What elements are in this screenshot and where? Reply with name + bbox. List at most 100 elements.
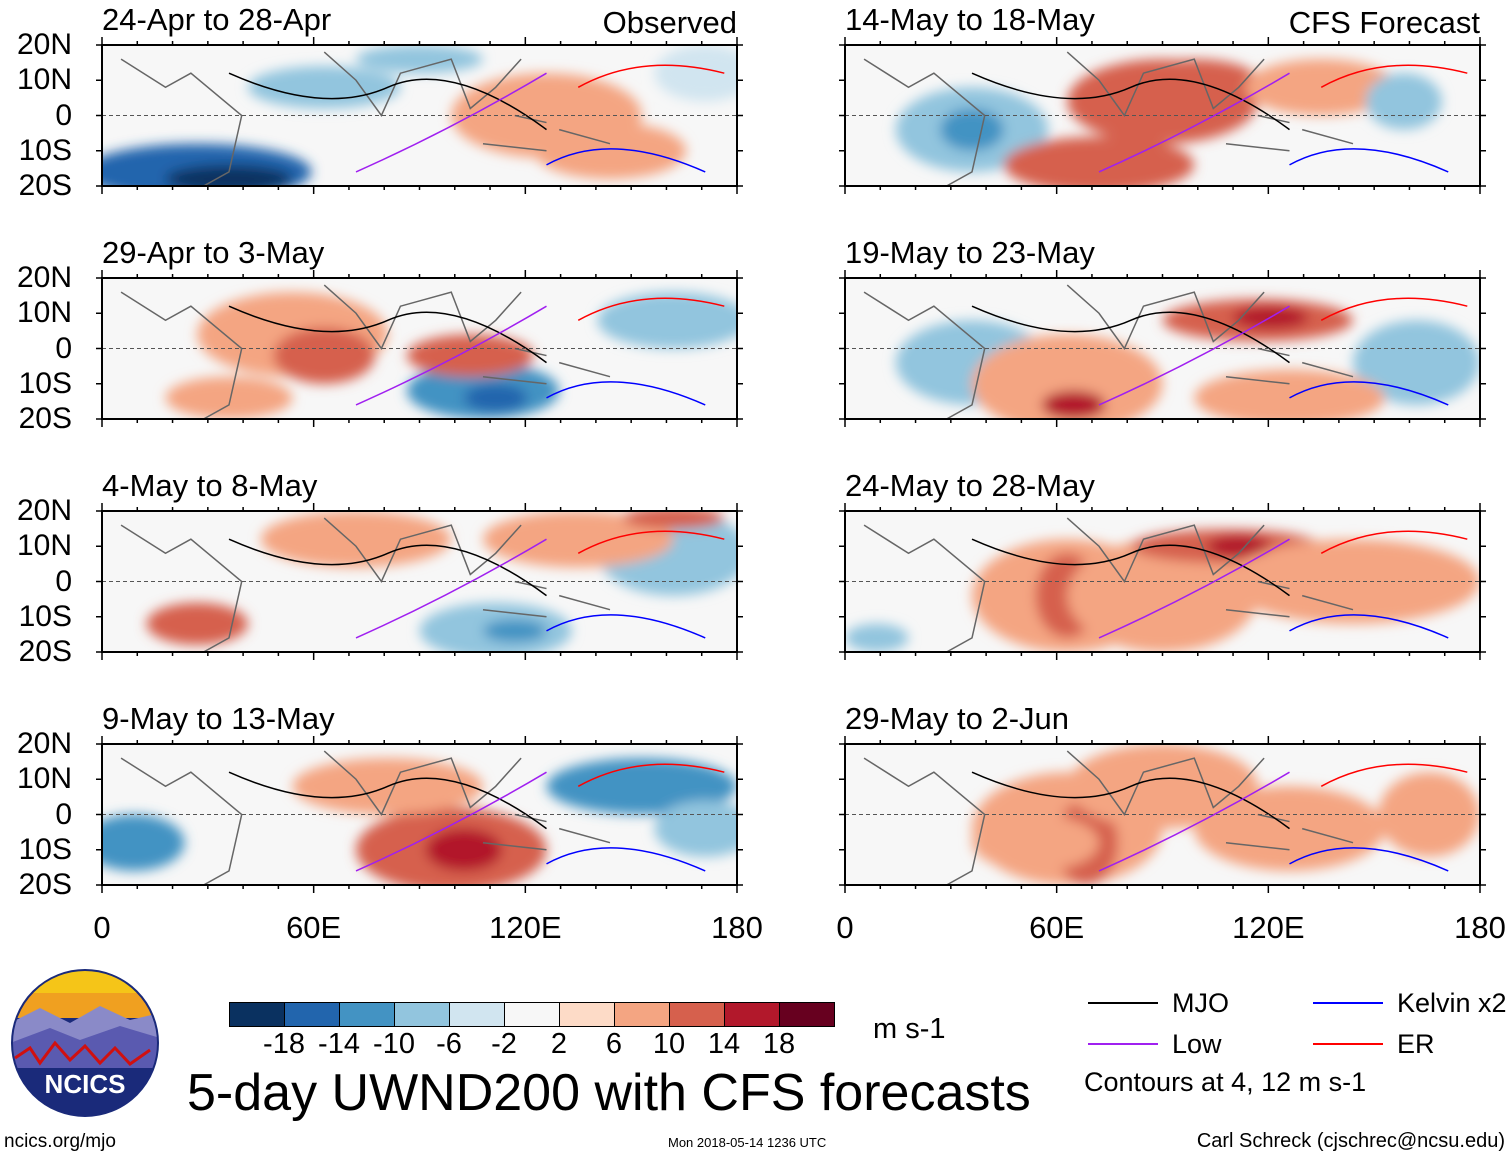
ncics-logo: NCICS <box>11 969 159 1117</box>
colorbar-tick-label: -18 <box>263 1028 305 1060</box>
legend-label: Kelvin x2 <box>1397 988 1507 1018</box>
lat-tick-label: 10S <box>18 133 72 167</box>
mjo-contour <box>971 305 1290 364</box>
coastline-africa <box>863 58 986 186</box>
low-contour <box>355 72 547 173</box>
er-contour <box>577 64 725 88</box>
anomaly-region <box>1041 390 1106 419</box>
colorbar-tick-label: 6 <box>605 1028 623 1060</box>
panel-title: 9-May to 13-May <box>102 701 335 736</box>
coastline-africa <box>120 291 243 419</box>
low-contour <box>355 305 547 406</box>
anomaly-region <box>102 814 185 871</box>
colorbar-tick-label: 2 <box>550 1028 568 1060</box>
anomaly-region <box>273 327 376 384</box>
anomaly-region <box>463 383 528 412</box>
low-contour <box>355 538 547 639</box>
low-contour <box>1098 72 1290 173</box>
anomaly-region <box>654 45 737 102</box>
mjo-contour <box>971 72 1290 131</box>
anomaly-region <box>1003 136 1195 186</box>
panel-title: 29-May to 2-Jun <box>845 701 1069 736</box>
site-url: ncics.org/mjo <box>4 1131 116 1152</box>
panel-title: 24-Apr to 28-Apr <box>102 2 332 37</box>
er-contour <box>1320 763 1468 787</box>
lon-tick-label: 60E <box>1029 910 1085 945</box>
panel-title: 19-May to 23-May <box>845 235 1095 270</box>
colorbar-swatch <box>615 1003 670 1026</box>
colorbar-tick-label: -10 <box>373 1028 415 1060</box>
svg-text:NCICS: NCICS <box>45 1069 126 1099</box>
colorbar-swatch <box>230 1003 285 1026</box>
anomaly-region <box>1353 320 1480 405</box>
kelvin-contour <box>546 148 706 173</box>
coastline-africa <box>120 524 243 652</box>
colorbar-tick-label: 18 <box>762 1028 796 1060</box>
anomaly-region <box>940 108 1004 151</box>
coastline-asia <box>323 750 522 816</box>
colorbar-tick-label: -14 <box>318 1028 360 1060</box>
er-contour <box>577 297 725 321</box>
legend-line <box>1088 1043 1158 1045</box>
colorbar-units: m s-1 <box>873 1013 946 1045</box>
mjo-contour <box>228 771 547 830</box>
low-contour <box>1098 771 1290 872</box>
lon-tick-label: 180 <box>711 910 763 945</box>
colorbar-tick-label: -6 <box>436 1028 462 1060</box>
lat-tick-label: 0 <box>55 331 72 365</box>
kelvin-contour <box>1289 847 1449 872</box>
colorbar-swatch <box>285 1003 340 1026</box>
anomaly-region <box>165 164 293 186</box>
lat-tick-label: 10N <box>16 63 72 97</box>
anomaly-region <box>845 623 909 652</box>
low-contour <box>355 771 547 872</box>
coastline-asia <box>1066 517 1265 583</box>
lon-tick-label: 120E <box>489 910 562 945</box>
colorbar-swatch <box>395 1003 450 1026</box>
lon-tick-label: 60E <box>286 910 342 945</box>
legend-line <box>1313 1002 1383 1004</box>
lat-tick-label: 0 <box>55 564 72 598</box>
panel-title: 24-May to 28-May <box>845 468 1095 503</box>
kelvin-contour <box>546 847 706 872</box>
lon-tick-label: 180 <box>1454 910 1506 945</box>
lat-tick-label: 20N <box>16 494 72 527</box>
mjo-contour <box>228 305 547 364</box>
lon-tick-label: 0 <box>93 910 111 945</box>
lat-tick-label: 10N <box>16 296 72 330</box>
legend-label: MJO <box>1172 988 1229 1018</box>
contour-note: Contours at 4, 12 m s-1 <box>1084 1067 1367 1097</box>
lat-tick-label: 20N <box>16 261 72 294</box>
er-contour <box>577 530 725 554</box>
colorbar-swatch <box>670 1003 725 1026</box>
coastline-africa <box>120 757 243 885</box>
lat-tick-label: 10S <box>18 366 72 400</box>
legend-label: Low <box>1172 1029 1222 1059</box>
legend-label: ER <box>1397 1029 1435 1059</box>
er-contour <box>1320 530 1468 554</box>
colorbar-swatch <box>505 1003 560 1026</box>
er-contour <box>1320 297 1468 321</box>
lat-tick-label: 10S <box>18 599 72 633</box>
lat-tick-label: 20S <box>18 635 72 668</box>
lon-tick-label: 120E <box>1232 910 1305 945</box>
anomaly-region <box>165 376 293 419</box>
colorbar-swatch <box>450 1003 505 1026</box>
anomaly-region <box>654 800 737 857</box>
coastline-africa <box>120 58 243 186</box>
figure-title: 5-day UWND200 with CFS forecasts <box>187 1064 1031 1122</box>
lat-tick-label: 20N <box>16 28 72 61</box>
coastline-asia <box>323 284 522 350</box>
anomaly-region <box>356 45 483 74</box>
anomaly-region <box>1130 59 1258 102</box>
lat-tick-label: 20N <box>16 727 72 760</box>
anomaly-region <box>483 511 674 568</box>
map-panel <box>96 736 743 893</box>
er-contour <box>577 763 725 787</box>
anomaly-region <box>597 292 737 349</box>
legend-line <box>1313 1043 1383 1045</box>
low-contour <box>1098 305 1290 406</box>
er-contour <box>1320 64 1468 88</box>
column-label: Observed <box>602 5 737 40</box>
lat-tick-label: 20S <box>18 868 72 901</box>
